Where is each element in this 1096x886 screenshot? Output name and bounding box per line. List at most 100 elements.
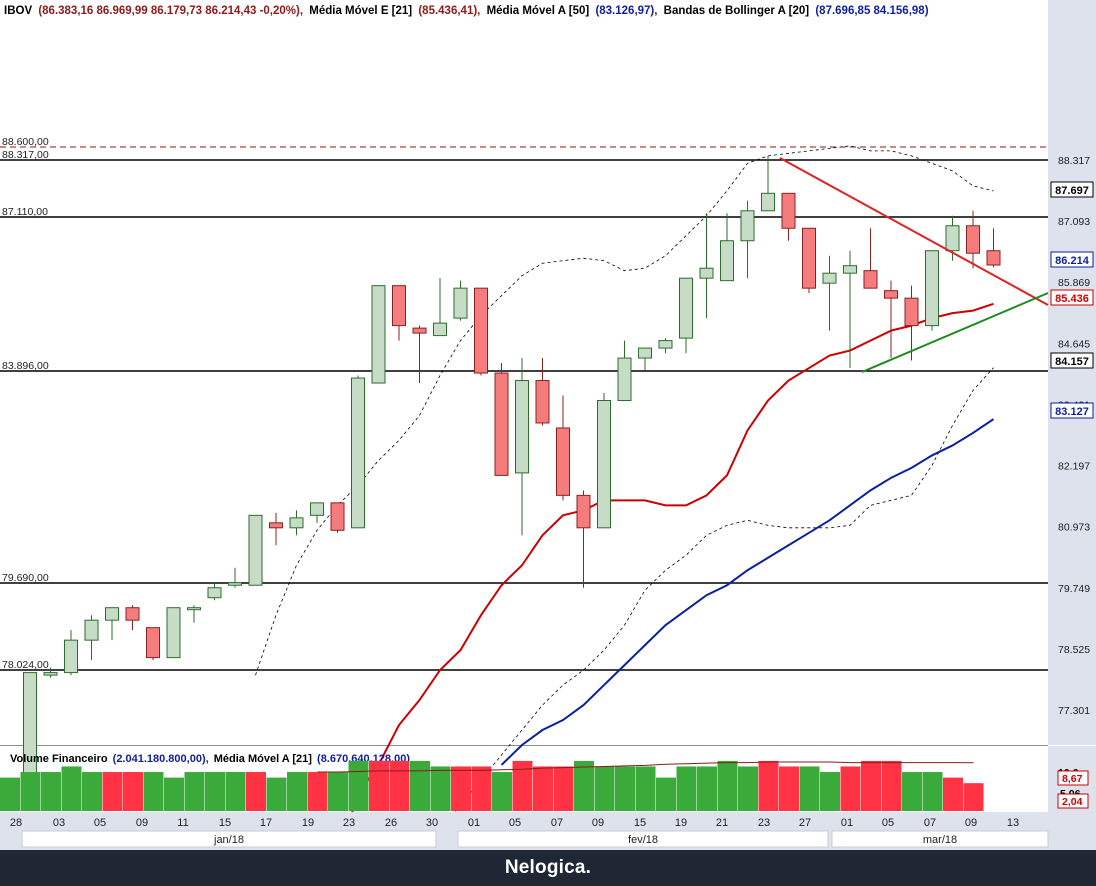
candle[interactable] bbox=[679, 277, 693, 339]
volume-bar[interactable] bbox=[123, 772, 143, 811]
candle[interactable] bbox=[863, 270, 878, 289]
volume-bar[interactable] bbox=[451, 766, 471, 811]
volume-bar[interactable] bbox=[943, 777, 963, 811]
volume-bar[interactable] bbox=[266, 777, 287, 811]
volume-bar[interactable] bbox=[512, 760, 533, 811]
volume-bar[interactable] bbox=[348, 760, 369, 811]
candle[interactable] bbox=[64, 639, 78, 674]
volume-bar[interactable] bbox=[0, 777, 20, 811]
volume-bar[interactable] bbox=[553, 766, 574, 811]
volume-bar[interactable] bbox=[471, 766, 492, 811]
volume-bar[interactable] bbox=[676, 766, 697, 811]
candlestick-chart[interactable]: IBOV (86.383,16 86.969,99 86.179,73 86.2… bbox=[0, 0, 1096, 850]
volume-bar[interactable] bbox=[861, 760, 881, 811]
candle[interactable] bbox=[802, 227, 816, 289]
volume-bar[interactable] bbox=[102, 772, 123, 811]
volume-bar[interactable] bbox=[205, 772, 225, 811]
volume-bar[interactable] bbox=[635, 766, 656, 811]
candle[interactable] bbox=[248, 514, 263, 586]
candle[interactable] bbox=[392, 285, 406, 327]
candle[interactable] bbox=[843, 265, 857, 274]
candle[interactable] bbox=[330, 502, 345, 531]
volume-bar[interactable] bbox=[738, 766, 758, 811]
volume-bar[interactable] bbox=[143, 772, 164, 811]
green-trendline[interactable] bbox=[861, 292, 1049, 373]
candle[interactable] bbox=[289, 517, 304, 529]
candle[interactable] bbox=[617, 357, 632, 402]
volume-bar[interactable] bbox=[922, 772, 943, 811]
candle[interactable] bbox=[904, 297, 919, 327]
volume-bar[interactable] bbox=[389, 760, 410, 811]
candle[interactable] bbox=[720, 240, 734, 282]
volume-bar[interactable] bbox=[492, 772, 512, 811]
volume-bar[interactable] bbox=[430, 766, 451, 811]
volume-bar[interactable] bbox=[61, 766, 82, 811]
candle[interactable] bbox=[351, 377, 365, 529]
volume-bar[interactable] bbox=[574, 760, 594, 811]
candle[interactable] bbox=[535, 380, 550, 424]
candle[interactable] bbox=[371, 285, 386, 384]
volume-bar[interactable] bbox=[20, 772, 41, 811]
sma50-line[interactable] bbox=[500, 418, 995, 766]
candle[interactable] bbox=[925, 250, 939, 327]
candle[interactable] bbox=[740, 210, 755, 242]
candle[interactable] bbox=[105, 607, 119, 621]
candle[interactable] bbox=[310, 502, 324, 516]
candle[interactable] bbox=[945, 225, 960, 252]
candle[interactable] bbox=[822, 272, 837, 284]
volume-bar[interactable] bbox=[615, 766, 635, 811]
candle[interactable] bbox=[125, 607, 140, 621]
candle[interactable] bbox=[966, 225, 980, 254]
candle[interactable] bbox=[269, 522, 283, 529]
volume-bar[interactable] bbox=[881, 760, 902, 811]
volume-bar[interactable] bbox=[799, 766, 820, 811]
volume-bar[interactable] bbox=[246, 772, 266, 811]
candle[interactable] bbox=[43, 672, 58, 676]
candle[interactable] bbox=[474, 287, 488, 374]
candle[interactable] bbox=[494, 372, 509, 476]
volume-bar[interactable] bbox=[369, 760, 389, 811]
volume-bar[interactable] bbox=[307, 772, 328, 811]
red-trendline[interactable] bbox=[779, 157, 1049, 306]
candle[interactable] bbox=[884, 290, 898, 299]
volume-bar[interactable] bbox=[902, 772, 922, 811]
candle[interactable] bbox=[146, 627, 160, 659]
volume-bar[interactable] bbox=[656, 777, 676, 811]
volume-bar[interactable] bbox=[410, 760, 430, 811]
volume-bar[interactable] bbox=[164, 777, 184, 811]
candle[interactable] bbox=[228, 582, 242, 586]
candle[interactable] bbox=[986, 250, 1001, 266]
candle[interactable] bbox=[207, 587, 222, 599]
volume-bar[interactable] bbox=[820, 772, 840, 811]
volume-bar[interactable] bbox=[41, 772, 61, 811]
candle[interactable] bbox=[433, 322, 447, 337]
volume-bar[interactable] bbox=[594, 766, 615, 811]
volume-bar[interactable] bbox=[225, 772, 246, 811]
candle[interactable] bbox=[761, 192, 775, 212]
volume-bar[interactable] bbox=[963, 783, 984, 811]
candle[interactable] bbox=[781, 192, 796, 229]
candle[interactable] bbox=[84, 619, 99, 641]
volume-bar[interactable] bbox=[287, 772, 307, 811]
volume-bar[interactable] bbox=[533, 766, 553, 811]
candle[interactable] bbox=[658, 340, 673, 349]
candle[interactable] bbox=[166, 607, 181, 659]
candle[interactable] bbox=[597, 400, 611, 529]
candle[interactable] bbox=[187, 607, 201, 611]
candle[interactable] bbox=[556, 427, 570, 496]
volume-bar[interactable] bbox=[184, 772, 205, 811]
volume-bar[interactable] bbox=[328, 772, 348, 811]
candle[interactable] bbox=[453, 287, 468, 319]
volume-bar[interactable] bbox=[82, 772, 102, 811]
horizontal-lines[interactable] bbox=[0, 146, 1048, 671]
candle[interactable] bbox=[638, 347, 652, 359]
candle[interactable] bbox=[515, 380, 529, 474]
volume-bar[interactable] bbox=[717, 760, 738, 811]
candle[interactable] bbox=[576, 494, 591, 529]
candle[interactable] bbox=[412, 327, 427, 334]
candle[interactable] bbox=[699, 267, 714, 279]
volume-bar[interactable] bbox=[697, 766, 717, 811]
volume-bar[interactable] bbox=[779, 766, 799, 811]
ema21-line[interactable] bbox=[317, 302, 994, 850]
bollinger-upper-line[interactable] bbox=[255, 145, 994, 676]
